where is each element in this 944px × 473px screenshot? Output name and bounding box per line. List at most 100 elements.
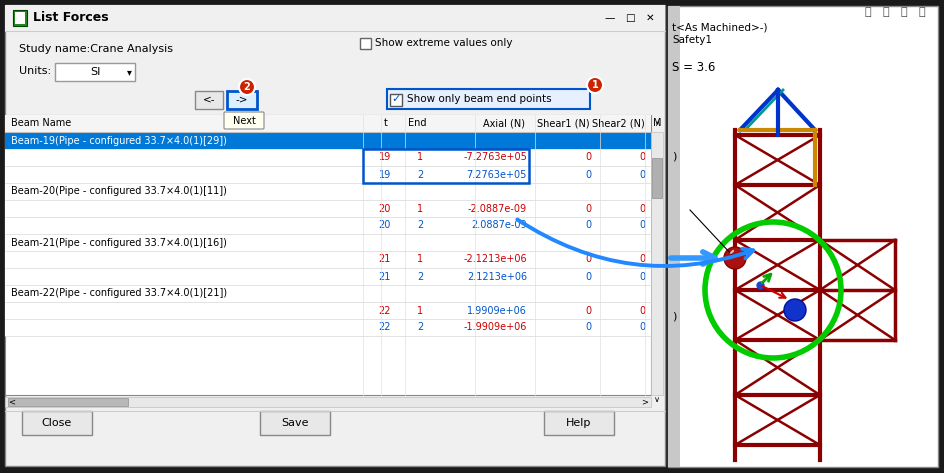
Text: 1: 1 [592,80,598,90]
Bar [5,319,651,336]
Text: Next: Next [232,115,256,125]
Bar [5,149,651,166]
Text: -7.2763e+05: -7.2763e+05 [464,152,527,163]
Bar [5,397,651,407]
Text: 22: 22 [379,323,391,333]
Text: Help: Help [566,418,592,428]
Text: Safety1: Safety1 [672,35,712,45]
Text: 0: 0 [640,272,646,281]
Bar [5,132,651,149]
Text: 2: 2 [244,82,250,92]
Text: 0: 0 [585,323,591,333]
Text: 1: 1 [417,152,423,163]
Text: 1.9909e+06: 1.9909e+06 [467,306,527,315]
Text: Save: Save [281,418,309,428]
Text: Show extreme values only: Show extreme values only [375,38,513,49]
Text: 0: 0 [640,323,646,333]
Text: 2: 2 [416,323,423,333]
Bar [15,12,25,24]
Text: 21: 21 [379,272,391,281]
Text: 0: 0 [640,220,646,230]
Bar [260,411,330,435]
Text: >: > [641,397,648,406]
Text: 0: 0 [585,272,591,281]
Text: ✕: ✕ [646,13,654,23]
Circle shape [587,77,603,93]
Text: End: End [408,119,427,129]
Text: ): ) [672,312,676,322]
Text: ▾: ▾ [127,67,132,77]
Text: 🔍: 🔍 [865,7,871,17]
Text: 2: 2 [416,220,423,230]
Bar [5,166,651,183]
Text: 20: 20 [379,220,391,230]
Bar [387,89,590,109]
Text: 1: 1 [417,306,423,315]
Bar [5,268,651,285]
Text: ->: -> [236,95,248,105]
Text: 0: 0 [585,169,591,179]
Bar [360,38,371,49]
Text: Beam-19(Pipe - configured 33.7×4.0(1)[29]): Beam-19(Pipe - configured 33.7×4.0(1)[29… [11,135,227,146]
Text: 7.2763e+05: 7.2763e+05 [466,169,527,179]
Text: 0: 0 [640,306,646,315]
Text: SI: SI [90,67,100,77]
Text: Close: Close [42,418,72,428]
Text: 📄: 📄 [919,7,925,17]
Bar [668,6,680,467]
Text: List Forces: List Forces [33,11,109,25]
Bar [5,234,651,251]
Text: -1.9909e+06: -1.9909e+06 [464,323,527,333]
Text: □: □ [625,13,635,23]
Text: 0: 0 [640,254,646,264]
Text: 19: 19 [379,169,391,179]
Text: M: M [653,119,662,129]
Text: 🔍: 🔍 [883,7,889,17]
Circle shape [239,79,255,95]
Text: 2.0887e-09: 2.0887e-09 [471,220,527,230]
Text: 0: 0 [640,152,646,163]
Bar [5,5,665,466]
Text: 0: 0 [585,152,591,163]
Bar [5,5,665,31]
Text: 2: 2 [416,169,423,179]
Text: 2: 2 [416,272,423,281]
Bar [544,411,614,435]
Text: Shear1 (N): Shear1 (N) [537,119,590,129]
Bar [5,251,651,268]
Text: Shear2 (N): Shear2 (N) [592,119,645,129]
Bar [5,183,651,200]
FancyBboxPatch shape [224,112,264,129]
Bar [22,411,92,435]
Text: -2.1213e+06: -2.1213e+06 [464,254,527,264]
Text: 1: 1 [417,254,423,264]
Bar [5,302,651,319]
Text: Study name:Crane Analysis: Study name:Crane Analysis [19,44,173,54]
Circle shape [724,247,746,269]
Text: Beam-22(Pipe - configured 33.7×4.0(1)[21]): Beam-22(Pipe - configured 33.7×4.0(1)[21… [11,289,228,298]
Bar [651,132,663,395]
Bar [5,285,651,302]
Text: Beam Name: Beam Name [11,119,71,129]
Text: 0: 0 [585,203,591,213]
Text: Beam-20(Pipe - configured 33.7×4.0(1)[11]): Beam-20(Pipe - configured 33.7×4.0(1)[11… [11,186,227,196]
Text: 1: 1 [417,203,423,213]
Text: t: t [384,119,388,129]
Text: 2.1213e+06: 2.1213e+06 [467,272,527,281]
Text: ): ) [672,151,676,161]
Text: 0: 0 [585,220,591,230]
Text: <-: <- [203,95,215,105]
Text: ∧: ∧ [655,119,661,128]
Text: 21: 21 [379,254,391,264]
Text: 20: 20 [379,203,391,213]
Text: ✓: ✓ [392,94,400,104]
Bar [652,158,662,198]
Text: Show only beam end points: Show only beam end points [407,94,551,104]
Text: <: < [8,397,15,406]
Text: -2.0887e-09: -2.0887e-09 [468,203,527,213]
Text: 19: 19 [379,152,391,163]
Text: 22: 22 [379,306,391,315]
Circle shape [784,299,806,321]
Text: —: — [605,13,615,23]
Text: 0: 0 [640,169,646,179]
